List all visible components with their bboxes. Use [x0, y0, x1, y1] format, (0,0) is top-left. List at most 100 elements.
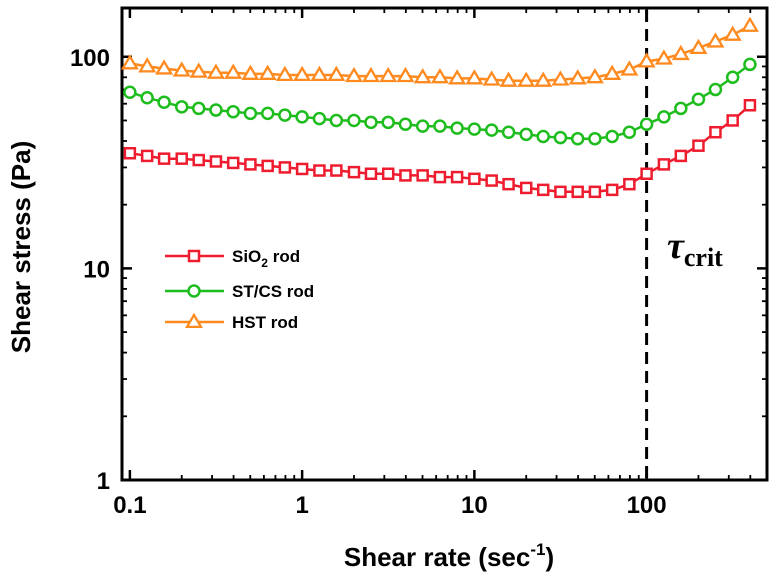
- data-point-st-cs-rod: [347, 113, 361, 128]
- data-point-sio2-rod: [364, 167, 378, 181]
- legend-marker-hst-rod: [184, 312, 204, 329]
- data-point-sio2-rod: [175, 152, 188, 165]
- data-point-hst-rod: [499, 71, 518, 87]
- data-point-sio2-rod: [244, 158, 257, 171]
- data-point-st-cs-rod: [605, 129, 619, 144]
- data-point-hst-rod: [603, 64, 622, 80]
- data-point-st-cs-rod: [226, 104, 240, 119]
- data-point-hst-rod: [138, 57, 157, 73]
- data-point-hst-rod: [396, 66, 415, 83]
- data-point-hst-rod: [517, 71, 536, 87]
- y-axis-title: Shear stress (Pa): [6, 141, 36, 353]
- data-point-st-cs-rod: [209, 103, 223, 117]
- data-point-st-cs-rod: [708, 82, 723, 97]
- x-axis-title: Shear rate (sec-1): [344, 540, 554, 572]
- data-point-hst-rod: [706, 32, 725, 48]
- data-point-hst-rod: [413, 68, 432, 84]
- data-point-hst-rod: [224, 63, 243, 79]
- data-point-st-cs-rod: [260, 106, 275, 121]
- data-point-sio2-rod: [502, 177, 515, 191]
- data-point-st-cs-rod: [674, 101, 688, 116]
- data-point-sio2-rod: [536, 183, 550, 197]
- data-point-hst-rod: [534, 71, 553, 87]
- data-point-hst-rod: [585, 68, 604, 84]
- data-point-st-cs-rod: [415, 119, 430, 133]
- data-point-sio2-rod: [657, 158, 671, 171]
- data-point-st-cs-rod: [588, 131, 602, 146]
- data-point-sio2-rod: [226, 156, 240, 170]
- data-point-st-cs-rod: [570, 131, 585, 146]
- data-point-st-cs-rod: [312, 111, 327, 126]
- data-point-hst-rod: [310, 65, 329, 82]
- data-point-sio2-rod: [295, 162, 309, 176]
- y-tick-label: 100: [70, 45, 110, 72]
- data-point-sio2-rod: [450, 170, 464, 184]
- series-st-cs-rod: [123, 57, 757, 146]
- data-point-hst-rod: [568, 69, 587, 85]
- data-point-hst-rod: [689, 38, 708, 55]
- data-point-sio2-rod: [192, 153, 205, 167]
- data-point-st-cs-rod: [278, 108, 292, 122]
- data-point-hst-rod: [361, 66, 380, 83]
- data-point-sio2-rod: [554, 185, 567, 199]
- data-point-sio2-rod: [261, 159, 274, 173]
- data-point-hst-rod: [120, 54, 139, 70]
- data-point-sio2-rod: [416, 169, 429, 182]
- data-point-sio2-rod: [123, 146, 137, 160]
- data-point-st-cs-rod: [743, 57, 757, 72]
- data-point-hst-rod: [241, 64, 260, 80]
- data-point-sio2-rod: [519, 181, 533, 195]
- data-point-sio2-rod: [588, 185, 602, 199]
- data-point-sio2-rod: [743, 99, 757, 112]
- data-point-st-cs-rod: [639, 117, 654, 131]
- data-point-st-cs-rod: [433, 119, 447, 133]
- x-tick-label: 10: [461, 492, 488, 519]
- data-point-hst-rod: [740, 16, 759, 32]
- data-point-sio2-rod: [468, 172, 481, 186]
- data-point-sio2-rod: [157, 152, 171, 165]
- data-point-st-cs-rod: [140, 91, 154, 105]
- data-point-hst-rod: [723, 25, 742, 41]
- legend-label-sio2-rod: SiO2 rod: [232, 247, 300, 270]
- data-point-st-cs-rod: [484, 123, 499, 137]
- data-point-st-cs-rod: [295, 110, 309, 124]
- data-point-hst-rod: [379, 66, 398, 83]
- data-point-hst-rod: [344, 66, 363, 83]
- legend-marker-st-cs-rod: [187, 284, 201, 298]
- data-point-st-cs-rod: [519, 127, 533, 142]
- data-point-sio2-rod: [433, 170, 447, 184]
- data-point-hst-rod: [448, 69, 467, 85]
- x-axis-title-main: Shear rate (sec: [344, 542, 530, 572]
- x-tick-label: 0.1: [113, 492, 146, 519]
- data-point-sio2-rod: [709, 125, 722, 139]
- data-point-hst-rod: [551, 70, 570, 86]
- x-axis-title-close: ): [545, 542, 554, 572]
- series-sio2-rod: [123, 99, 757, 199]
- data-point-sio2-rod: [347, 165, 361, 179]
- data-point-sio2-rod: [140, 149, 154, 163]
- data-point-sio2-rod: [674, 149, 688, 163]
- plot-area: [120, 6, 769, 482]
- x-tick-label: 100: [627, 492, 667, 519]
- data-point-st-cs-rod: [364, 115, 378, 130]
- legend-label-hst-rod: HST rod: [232, 313, 298, 332]
- data-point-sio2-rod: [278, 161, 292, 174]
- data-series: [120, 16, 759, 199]
- data-point-hst-rod: [620, 60, 639, 76]
- data-point-st-cs-rod: [123, 85, 137, 99]
- legend-marker-sio2-rod: [187, 249, 201, 263]
- data-point-hst-rod: [327, 65, 346, 82]
- crit-subscript: crit: [684, 243, 723, 272]
- data-point-hst-rod: [465, 69, 484, 85]
- data-point-hst-rod: [155, 59, 174, 75]
- legend-label-st-cs-rod: ST/CS rod: [232, 282, 314, 301]
- data-point-st-cs-rod: [398, 117, 413, 131]
- data-point-hst-rod: [671, 44, 690, 61]
- data-point-st-cs-rod: [657, 110, 671, 124]
- data-point-st-cs-rod: [691, 92, 706, 106]
- data-point-sio2-rod: [692, 139, 705, 152]
- data-point-st-cs-rod: [381, 115, 395, 130]
- legend: SiO2 rod ST/CS rod HST rod: [165, 247, 314, 332]
- data-point-st-cs-rod: [501, 125, 516, 139]
